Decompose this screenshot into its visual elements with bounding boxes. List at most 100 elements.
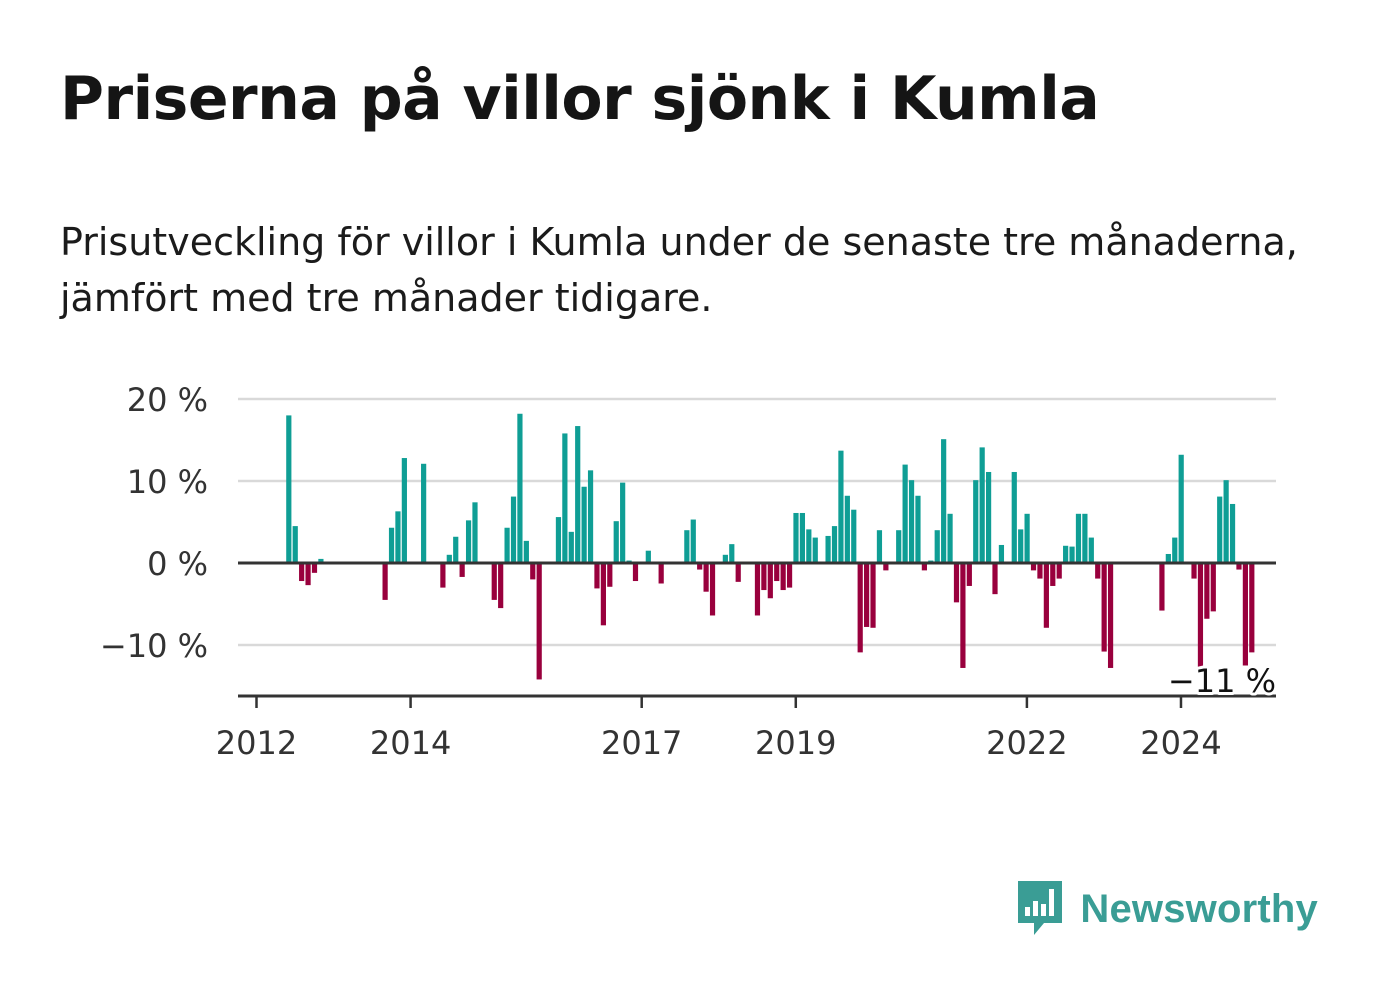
bar — [697, 563, 703, 570]
bar — [1030, 563, 1037, 571]
bar — [857, 563, 863, 653]
bar — [838, 450, 844, 563]
y-axis-ticks: 20 % 10 % 0 % −10 % — [100, 381, 208, 665]
bar — [575, 426, 581, 563]
x-tick-label: 2017 — [601, 724, 682, 762]
bar — [658, 563, 664, 584]
bar — [401, 458, 407, 563]
bar — [382, 563, 388, 600]
bar — [421, 463, 427, 563]
bar — [1024, 513, 1030, 563]
bar — [620, 482, 626, 563]
brand-name: Newsworthy — [1080, 886, 1318, 931]
last-value-label: −11 % — [1168, 662, 1276, 700]
bar — [1191, 563, 1197, 579]
bar — [517, 413, 523, 563]
bar — [292, 526, 298, 563]
bar — [992, 563, 998, 595]
bar — [1056, 563, 1062, 579]
bar — [472, 502, 478, 563]
bar — [761, 563, 767, 591]
bar — [908, 480, 915, 563]
bar — [395, 511, 401, 563]
bar — [504, 527, 510, 563]
bar — [453, 536, 459, 563]
bar — [607, 563, 613, 587]
bar — [1242, 563, 1248, 666]
bar — [440, 563, 446, 588]
bar — [709, 563, 716, 616]
bar — [1069, 546, 1075, 563]
bar — [960, 563, 966, 668]
bar — [735, 563, 741, 582]
bar — [613, 521, 619, 563]
bar — [1159, 563, 1165, 611]
bar — [979, 447, 985, 563]
bar — [883, 563, 889, 571]
bar — [876, 530, 883, 563]
bar — [536, 563, 542, 680]
bar — [562, 433, 568, 563]
bar — [286, 415, 292, 563]
bar — [465, 520, 472, 563]
bar — [966, 563, 972, 586]
newsworthy-logo-icon — [1018, 881, 1063, 935]
bar — [1197, 563, 1204, 675]
x-tick-label: 2024 — [1140, 724, 1221, 762]
bar — [1011, 471, 1017, 563]
bar — [806, 529, 812, 563]
bar — [973, 480, 979, 563]
bar — [1075, 513, 1082, 563]
y-tick-label: −10 % — [100, 627, 208, 665]
bar — [1165, 553, 1171, 563]
bar — [645, 550, 651, 563]
bar — [523, 540, 529, 563]
bar — [1063, 545, 1069, 563]
bar — [1172, 537, 1178, 563]
bar — [1236, 563, 1242, 570]
bar — [902, 464, 908, 563]
bar — [786, 563, 793, 588]
bar — [947, 513, 953, 563]
bar — [600, 563, 606, 626]
bar — [1217, 496, 1223, 563]
bar — [941, 439, 947, 563]
bar — [1043, 563, 1049, 628]
bar — [774, 563, 780, 582]
bar — [1082, 513, 1088, 563]
bar — [299, 563, 305, 582]
bar — [318, 558, 324, 563]
bar — [934, 530, 940, 563]
bar — [491, 563, 497, 600]
bar — [1204, 563, 1210, 619]
bar — [388, 527, 395, 563]
bar — [1018, 529, 1024, 563]
bar — [844, 495, 850, 563]
bar — [530, 563, 536, 580]
bar — [684, 530, 690, 563]
chart-subtitle: Prisutveckling för villor i Kumla under … — [60, 220, 1298, 320]
bar — [703, 563, 709, 592]
annotations: −11 % — [1165, 659, 1279, 703]
bar — [498, 563, 504, 609]
bar — [632, 563, 639, 582]
x-tick-label: 2022 — [986, 724, 1067, 762]
bar — [305, 563, 311, 586]
bar — [953, 563, 960, 603]
bar — [1178, 454, 1184, 563]
bars — [286, 413, 1255, 680]
bar — [1223, 480, 1229, 563]
bar — [555, 517, 562, 563]
x-tick-label: 2012 — [216, 724, 297, 762]
bar — [812, 537, 818, 563]
bar — [729, 544, 735, 563]
bar — [1101, 563, 1107, 652]
bar — [446, 554, 452, 563]
bar — [594, 563, 600, 589]
bar — [851, 509, 857, 563]
bar — [998, 544, 1005, 563]
bar — [459, 563, 465, 577]
y-tick-label: 0 % — [147, 545, 208, 583]
bar — [722, 554, 728, 563]
